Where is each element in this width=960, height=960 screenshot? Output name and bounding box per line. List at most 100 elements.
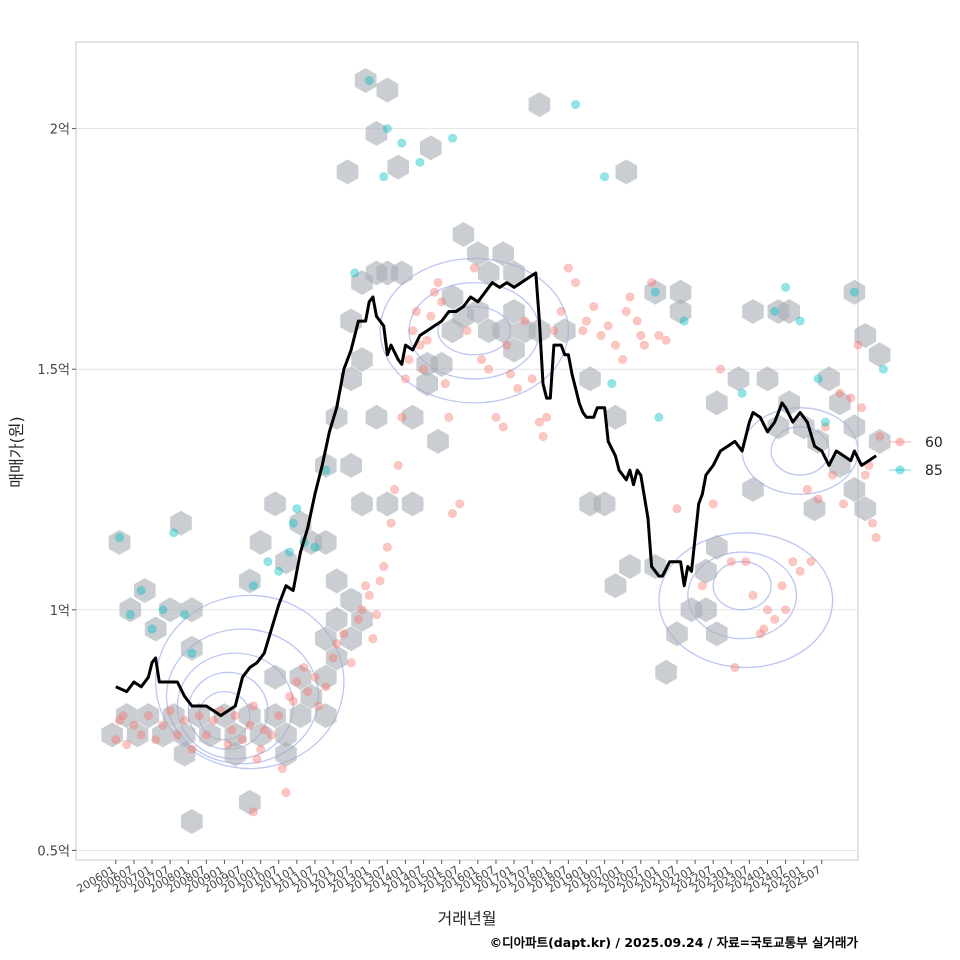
hexbin [416,371,438,397]
point-60 [277,763,287,774]
point-85 [770,306,780,317]
hexbin [854,496,877,522]
point-60 [498,422,508,432]
hexbin [289,664,312,690]
point-60 [795,566,805,576]
point-85 [654,412,664,422]
hexbin [264,491,286,517]
hexbin [669,279,692,305]
hexbin [492,241,514,267]
hexbin [126,722,149,748]
hexbin [144,616,167,642]
point-85 [310,542,320,552]
point-60 [194,711,204,721]
point-60 [777,581,787,591]
point-60 [770,614,780,625]
point-60 [404,354,414,365]
y-tick-label: 2억 [50,123,70,138]
hexbin [159,597,181,623]
point-60 [440,379,450,389]
hexbin [325,568,348,594]
hexbin [829,390,851,416]
hexbin [387,154,409,180]
point-60 [379,561,389,572]
point-85 [397,138,407,148]
point-60 [469,263,479,273]
point-60 [748,590,758,600]
point-60 [165,706,175,716]
hexbin [188,703,210,729]
hexbin [477,260,500,286]
point-60 [408,326,418,336]
point-60 [741,557,751,567]
hexbin [224,741,247,767]
hexbin [528,92,551,118]
point-60 [857,403,867,413]
hexbin [224,722,247,748]
point-60 [853,340,863,350]
hexbin [727,366,750,392]
point-60 [571,277,581,288]
point-60 [578,326,588,336]
point-60 [111,735,121,745]
hexbin [579,366,601,392]
hexbin [115,703,138,729]
hexbin [868,428,891,454]
point-60 [860,470,870,480]
point-60 [274,711,284,721]
hexbin [325,606,348,632]
hexbin [119,597,142,623]
hexbin [365,120,388,146]
point-60 [248,701,258,711]
hexbin [340,452,362,478]
hexbin [695,558,717,584]
point-60 [549,326,559,336]
hexbin [300,683,323,709]
point-60 [208,715,219,726]
point-60 [346,658,356,668]
point-60 [625,292,635,302]
hexbin [492,318,514,344]
hexbin [199,722,221,748]
point-60 [266,730,277,740]
hexbin [756,366,779,392]
point-60 [259,725,269,735]
legend-key-point [895,437,905,447]
point-60 [820,422,831,432]
point-60 [534,417,545,427]
point-60 [158,720,168,730]
point-60 [118,711,128,721]
point-60 [136,730,146,740]
hexbin [336,159,359,185]
hexbin [503,337,525,363]
point-60 [353,614,363,625]
hexbin [742,299,764,324]
hexbin [843,279,866,305]
point-60 [846,393,856,403]
point-60 [813,494,823,504]
point-60 [437,297,447,307]
point-60 [462,326,472,336]
point-60 [697,581,707,591]
point-60 [114,715,125,726]
moving-average-line [115,271,877,718]
point-60 [223,739,233,750]
point-60 [455,499,465,509]
point-85 [350,268,360,278]
point-85 [248,581,258,591]
x-axis-title: 거래년월 [438,909,497,928]
hexbin-layer [101,68,891,834]
point-60 [201,730,211,740]
hexbin [868,342,891,368]
hexbin [351,606,373,632]
point-60 [310,672,320,682]
point-60 [581,316,592,326]
point-60 [647,277,657,288]
point-60 [513,383,523,394]
point-60 [828,470,838,480]
point-60 [871,533,881,543]
point-60 [433,277,443,288]
point-60 [129,720,139,730]
point-60 [371,609,382,620]
